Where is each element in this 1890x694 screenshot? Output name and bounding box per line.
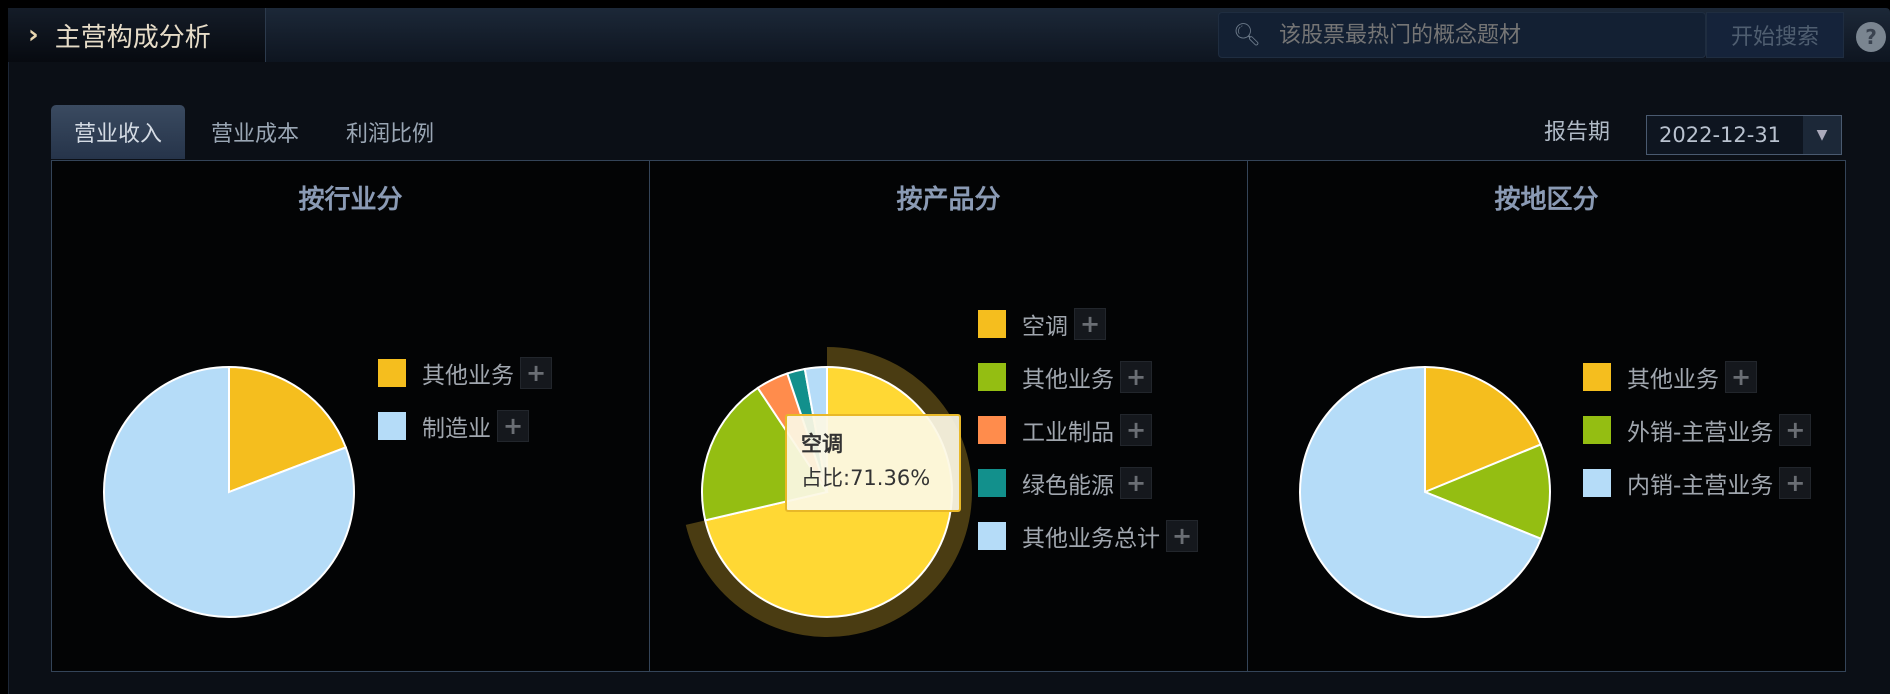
legend-item[interactable]: 其他业务 + — [1583, 350, 1811, 403]
legend-item[interactable]: 空调 + — [978, 297, 1198, 350]
expand-plus-icon[interactable]: + — [520, 356, 552, 389]
chart-title: 按产品分 — [896, 185, 1001, 215]
expand-plus-icon[interactable]: + — [1779, 466, 1812, 499]
legend-label: 空调 — [1022, 313, 1068, 340]
legend-swatch — [978, 309, 1006, 338]
expand-plus-icon[interactable]: + — [1166, 519, 1198, 552]
expand-plus-icon[interactable]: + — [1120, 466, 1152, 499]
dropdown-arrow-icon[interactable]: ▼ — [1803, 116, 1841, 154]
legend-label: 其他业务 — [1627, 366, 1719, 393]
legend-label: 其他业务 — [1022, 366, 1114, 393]
legend-swatch — [1583, 362, 1611, 391]
legend-item[interactable]: 制造业 + — [378, 399, 552, 452]
legend-product: 空调 + 其他业务 + 工业制品 + 绿色能源 + 其他业务总计 + — [978, 297, 1198, 562]
report-period-value: 2022-12-31 — [1659, 123, 1782, 147]
legend-item[interactable]: 绿色能源 + — [978, 456, 1198, 509]
legend-label: 制造业 — [422, 415, 491, 442]
pie-slice-内销-主营业务[interactable] — [1299, 365, 1543, 618]
search-box: 🔍︎ — [1218, 12, 1706, 58]
panel-region: 按地区分 其他业务 + 外销-主营业务 + 内销-主营业务 + — [1248, 161, 1845, 671]
search-button[interactable]: 开始搜索 — [1706, 12, 1844, 58]
legend-swatch — [978, 521, 1006, 550]
legend-item[interactable]: 其他业务 + — [378, 346, 552, 399]
panel-industry: 按行业分 其他业务 + 制造业 + — [52, 161, 650, 671]
header-bar: › 主营构成分析 🔍︎ 开始搜索 ? — [8, 8, 1890, 62]
expand-plus-icon[interactable]: + — [1779, 413, 1812, 446]
charts-container: 按行业分 其他业务 + 制造业 + 按产品分 空调 + 其他业务 + 工业制品 + 绿色能源 + 其他… — [51, 160, 1846, 672]
legend-swatch — [1583, 415, 1611, 444]
expand-plus-icon[interactable]: + — [1725, 360, 1757, 393]
chart-title: 按行业分 — [298, 185, 403, 215]
pie-slice-其他业务[interactable] — [228, 365, 348, 494]
legend-label: 外销-主营业务 — [1627, 419, 1774, 446]
legend-swatch — [378, 411, 406, 440]
pie-slice-其他业务[interactable] — [1424, 365, 1542, 494]
page-title: 主营构成分析 — [54, 22, 211, 53]
report-period-select[interactable]: 2022-12-31 ▼ — [1646, 115, 1842, 155]
legend-swatch — [978, 362, 1006, 391]
legend-label: 绿色能源 — [1022, 472, 1114, 499]
expand-plus-icon[interactable]: + — [497, 409, 529, 442]
tooltip-name: 空调 — [801, 432, 843, 456]
pie-industry — [103, 365, 355, 618]
pie-slice-制造业[interactable] — [103, 365, 355, 618]
legend-region: 其他业务 + 外销-主营业务 + 内销-主营业务 + — [1583, 350, 1812, 509]
legend-item[interactable]: 内销-主营业务 + — [1583, 456, 1812, 509]
search-input[interactable] — [1278, 22, 1679, 48]
legend-item[interactable]: 外销-主营业务 + — [1583, 403, 1812, 456]
legend-swatch — [378, 358, 406, 387]
legend-swatch — [978, 415, 1006, 444]
legend-item[interactable]: 其他业务 + — [978, 350, 1198, 403]
tab-revenue[interactable]: 营业收入 — [51, 105, 185, 159]
panel-product: 按产品分 空调 + 其他业务 + 工业制品 + 绿色能源 + 其他业务总计 + 空调 占比:71.… — [650, 161, 1248, 671]
chart-title: 按地区分 — [1494, 185, 1599, 215]
report-period-label: 报告期 — [1544, 120, 1611, 145]
legend-label: 其他业务总计 — [1022, 525, 1160, 552]
pie-region — [1299, 365, 1551, 618]
expand-plus-icon[interactable]: + — [1074, 307, 1106, 340]
question-circle-icon[interactable]: ? — [1856, 22, 1886, 52]
tooltip-value: 占比:71.36% — [801, 466, 931, 490]
search-icon: 🔍︎ — [1233, 22, 1261, 48]
legend-swatch — [978, 468, 1006, 497]
main-content: 营业收入 营业成本 利润比例 报告期 2022-12-31 ▼ 按行业分 其他业… — [8, 62, 1890, 694]
legend-industry: 其他业务 + 制造业 + — [378, 346, 552, 452]
chevron-right-icon: › — [28, 20, 39, 50]
expand-plus-icon[interactable]: + — [1120, 360, 1152, 393]
legend-label: 内销-主营业务 — [1627, 472, 1774, 499]
tab-cost[interactable]: 营业成本 — [210, 122, 299, 147]
pie-slice-外销-主营业务[interactable] — [1422, 443, 1551, 541]
legend-label: 其他业务 — [422, 362, 514, 389]
pie-tooltip: 空调 占比:71.36% — [785, 414, 961, 512]
legend-item[interactable]: 其他业务总计 + — [978, 509, 1198, 562]
legend-swatch — [1583, 468, 1611, 497]
legend-item[interactable]: 工业制品 + — [978, 403, 1198, 456]
title-box: › 主营构成分析 — [8, 8, 266, 62]
tab-profit-ratio[interactable]: 利润比例 — [345, 122, 434, 147]
expand-plus-icon[interactable]: + — [1120, 413, 1152, 446]
legend-label: 工业制品 — [1022, 419, 1114, 446]
